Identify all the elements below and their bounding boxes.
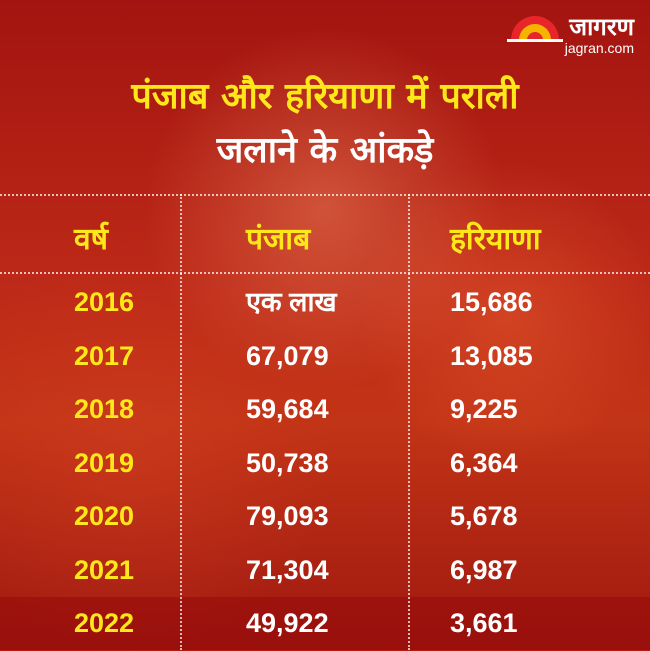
cell-year: 2021 bbox=[74, 554, 135, 585]
cell-year: 2017 bbox=[74, 340, 135, 371]
brand-site: jagran.com bbox=[564, 40, 634, 56]
table-row: 2017 67,079 13,085 bbox=[0, 330, 650, 384]
cell-haryana: 6,987 bbox=[450, 554, 518, 585]
cell-haryana: 6,364 bbox=[450, 447, 518, 478]
cell-punjab: 50,738 bbox=[246, 447, 329, 478]
cell-punjab: 67,079 bbox=[246, 340, 329, 371]
cell-year: 2016 bbox=[74, 287, 135, 317]
page-title: पंजाब और हरियाणा में पराली जलाने के आंकड… bbox=[0, 70, 650, 178]
cell-punjab: 49,922 bbox=[246, 608, 329, 638]
sun-logo-icon bbox=[507, 16, 564, 42]
title-line-2: जलाने के आंकड़े bbox=[216, 130, 434, 171]
column-divider-2 bbox=[408, 194, 410, 650]
column-header-punjab: पंजाब bbox=[246, 222, 311, 257]
data-table: 2016 एक लाख 15,686 2017 67,079 13,085 20… bbox=[0, 276, 650, 651]
cell-haryana: 9,225 bbox=[450, 394, 518, 424]
cell-punjab: 71,304 bbox=[246, 554, 329, 585]
column-divider-1 bbox=[180, 194, 182, 650]
title-line-1: पंजाब और हरियाणा में पराली bbox=[131, 76, 519, 117]
column-header-haryana: हरियाणा bbox=[450, 222, 541, 257]
table-row: 2022 49,922 3,661 bbox=[0, 597, 650, 651]
cell-year: 2022 bbox=[74, 608, 135, 638]
jagran-logo[interactable]: जागरण jagran.com bbox=[507, 12, 634, 56]
header-divider bbox=[0, 272, 650, 274]
cell-punjab: एक लाख bbox=[246, 287, 337, 317]
column-header-year: वर्ष bbox=[74, 222, 109, 257]
table-row: 2016 एक लाख 15,686 bbox=[0, 276, 650, 330]
cell-punjab: 59,684 bbox=[246, 394, 329, 424]
cell-year: 2019 bbox=[74, 447, 135, 478]
table-row: 2018 59,684 9,225 bbox=[0, 383, 650, 437]
brand-name: जागरण bbox=[569, 13, 634, 41]
table-row: 2020 79,093 5,678 bbox=[0, 490, 650, 544]
cell-haryana: 13,085 bbox=[450, 340, 533, 371]
cell-year: 2018 bbox=[74, 394, 135, 424]
table-row: 2019 50,738 6,364 bbox=[0, 437, 650, 491]
cell-haryana: 15,686 bbox=[450, 287, 533, 317]
table-row: 2021 71,304 6,987 bbox=[0, 544, 650, 598]
table-top-divider bbox=[0, 194, 650, 196]
cell-haryana: 5,678 bbox=[450, 501, 518, 531]
last-row-band bbox=[0, 597, 650, 650]
cell-haryana: 3,661 bbox=[450, 608, 518, 638]
cell-year: 2020 bbox=[74, 501, 135, 531]
cell-punjab: 79,093 bbox=[246, 501, 329, 531]
